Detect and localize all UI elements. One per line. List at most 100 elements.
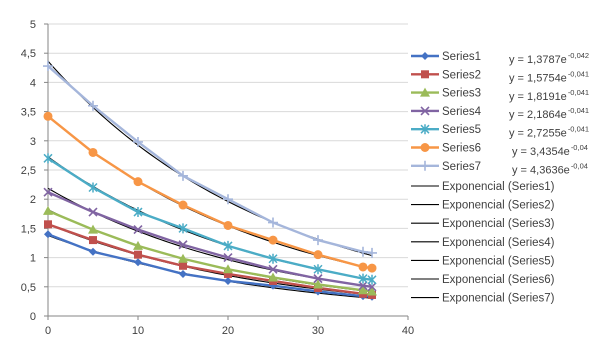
series-4 [43, 187, 377, 292]
legend-item-trend1: Exponencial (Series1) [411, 181, 555, 193]
data-point [178, 240, 188, 250]
data-point [223, 253, 233, 263]
legend-item-trend5: Exponencial (Series5) [411, 255, 555, 267]
data-point [268, 264, 278, 274]
data-point [358, 246, 368, 257]
equation-exponent: -0,041 [568, 106, 589, 115]
legend-label: Exponencial (Series1) [442, 181, 555, 193]
trendline-series7 [47, 60, 373, 257]
legend-label: Exponencial (Series6) [442, 274, 555, 286]
legend-item-trend2: Exponencial (Series2) [411, 200, 555, 212]
y-tick-label: 2,5 [21, 165, 36, 177]
legend-label: Series5 [442, 124, 481, 136]
data-point [44, 220, 52, 229]
y-tick-label: 1 [30, 253, 36, 265]
equation-text: y = 4,3636e [512, 164, 570, 176]
equation-text: y = 1,5754e [509, 72, 567, 84]
legend-item-series4: Series4 [411, 106, 482, 118]
data-point [43, 205, 53, 215]
data-point [268, 272, 278, 282]
data-point [133, 240, 143, 250]
series-group [43, 61, 377, 301]
data-point [223, 240, 233, 251]
series-6 [43, 111, 377, 273]
legend-item-series3: Series3 [411, 87, 481, 100]
data-point [367, 274, 377, 285]
data-point [358, 281, 368, 291]
data-point [88, 224, 98, 234]
data-point [178, 223, 188, 234]
data-point [43, 187, 53, 197]
data-point [358, 285, 368, 295]
legend-item-trend4: Exponencial (Series4) [411, 237, 555, 249]
data-point [268, 217, 278, 228]
y-tick-label: 0,5 [21, 282, 36, 294]
equation-series3: y = 1,8191e -0,041 [509, 88, 589, 103]
legend-item-trend6: Exponencial (Series6) [411, 274, 555, 286]
equation-exponent: -0,041 [568, 69, 589, 78]
data-point [44, 230, 52, 239]
data-point [367, 282, 377, 292]
equation-series6: y = 3,4354e -0,04 [512, 143, 588, 158]
legend-label: Exponencial (Series7) [442, 293, 555, 305]
axes: 0 0,5 1 1,5 2 2,5 3 3,5 4 4,5 5 0 10 20 30 40 [21, 19, 414, 337]
data-point [224, 269, 232, 278]
equation-exponent: -0,04 [571, 143, 588, 152]
x-tick-label: 0 [45, 325, 51, 337]
data-point [313, 264, 323, 275]
legend-label: Series1 [442, 51, 481, 63]
data-point [133, 207, 143, 218]
equation-series1: y = 1,3787e -0,042 [509, 51, 589, 66]
data-point [313, 279, 323, 289]
legend-item-series1: Series1 [411, 51, 481, 63]
equation-text: y = 1,3787e [509, 54, 567, 66]
data-point [43, 111, 53, 121]
legend-item-series2: Series2 [411, 69, 481, 81]
legend-label: Series3 [442, 88, 481, 100]
data-point [178, 253, 188, 263]
legend-item-trend3: Exponencial (Series3) [411, 218, 555, 230]
y-tick-label: 1,5 [21, 223, 36, 235]
equation-text: y = 1,8191e [509, 91, 567, 103]
legend-marker [421, 52, 429, 60]
data-point [224, 276, 232, 285]
legend-label: Series4 [442, 106, 482, 118]
legend-label: Series7 [442, 161, 481, 173]
y-tick-label: 2 [30, 194, 36, 206]
data-point [178, 200, 188, 210]
data-point [313, 274, 323, 284]
data-point [358, 273, 368, 284]
y-tick-label: 0 [30, 311, 36, 323]
series-line [47, 65, 373, 255]
y-tick-label: 3 [30, 136, 36, 148]
data-point [88, 100, 98, 111]
data-point [88, 182, 98, 193]
y-tick-label: 4,5 [21, 48, 36, 60]
y-tick-label: 4 [30, 77, 36, 89]
x-tick-label: 10 [132, 325, 144, 337]
equation-series7: y = 4,3636e -0,04 [512, 161, 588, 176]
y-tick-label: 3,5 [21, 107, 36, 119]
series-line [47, 157, 373, 281]
legend-item-series6: Series6 [411, 143, 481, 155]
data-point [89, 247, 97, 256]
legend-item-series5: Series5 [411, 124, 481, 136]
data-point [223, 220, 233, 230]
data-point [133, 225, 143, 235]
gridlines [48, 23, 408, 288]
y-tick-label: 5 [30, 19, 36, 31]
data-point [89, 236, 97, 245]
legend-marker [420, 106, 430, 116]
data-point [179, 261, 187, 270]
data-point [133, 136, 143, 147]
data-point [268, 235, 278, 245]
data-point [178, 170, 188, 181]
data-point [268, 253, 278, 264]
legend-label: Exponencial (Series2) [442, 200, 555, 212]
data-point [43, 153, 53, 164]
legend-item-series7: Series7 [411, 160, 481, 173]
equation-series2: y = 1,5754e -0,041 [509, 69, 589, 84]
